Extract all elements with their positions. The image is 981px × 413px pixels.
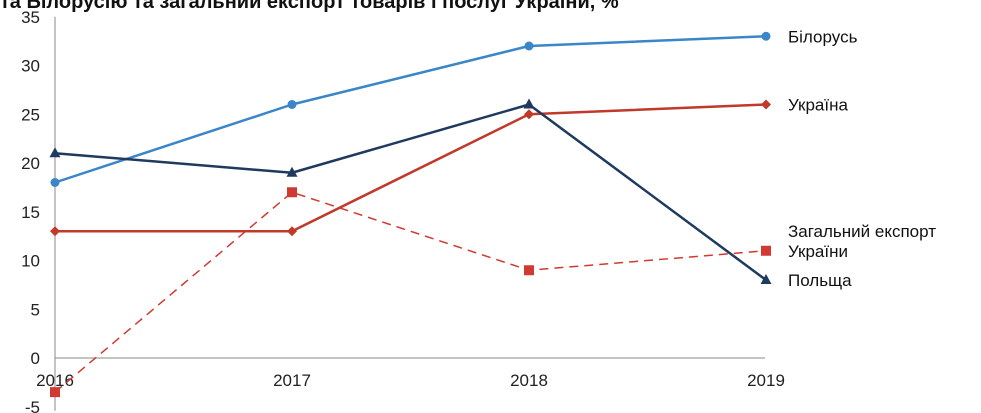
y-tick-label: 20 — [21, 154, 40, 173]
series-line — [54, 191, 767, 393]
x-tick-label: 2019 — [747, 371, 785, 390]
x-tick-label: 2016 — [36, 371, 74, 390]
data-point-marker — [286, 166, 298, 177]
y-tick-label: 5 — [31, 300, 40, 319]
data-point-marker — [524, 109, 534, 120]
data-point-marker — [761, 99, 771, 110]
y-tick-label: 15 — [21, 203, 40, 222]
y-tick-label: 35 — [21, 8, 40, 27]
x-tick-label: 2017 — [273, 371, 311, 390]
series-line — [54, 35, 767, 184]
series-label: Польща — [788, 271, 852, 290]
data-point-marker — [524, 265, 534, 276]
data-point-marker — [523, 98, 535, 109]
data-point-marker — [287, 187, 297, 198]
data-point-marker — [287, 226, 297, 237]
y-tick-label: 0 — [31, 349, 40, 368]
data-point-marker — [49, 147, 61, 158]
x-tick-label: 2018 — [510, 371, 548, 390]
series-label: Білорусь — [788, 27, 858, 46]
series-line — [54, 103, 767, 282]
series-line — [55, 103, 767, 233]
data-point-marker — [760, 274, 772, 284]
data-point-marker — [287, 100, 297, 109]
data-point-marker — [50, 226, 60, 237]
y-tick-label: -5 — [25, 398, 40, 413]
y-tick-label: 10 — [21, 252, 40, 271]
series-label: Загальний експорт України — [788, 222, 936, 261]
series-label: Україна — [788, 96, 848, 115]
data-point-marker — [761, 245, 771, 256]
data-point-marker — [524, 41, 534, 51]
y-tick-label: 30 — [21, 57, 40, 76]
data-point-marker — [761, 31, 771, 41]
y-tick-label: 25 — [21, 105, 40, 124]
data-point-marker — [50, 178, 60, 187]
chart-title: та Білорусію та загальний експорт товарі… — [0, 0, 619, 13]
data-point-marker — [50, 387, 60, 398]
